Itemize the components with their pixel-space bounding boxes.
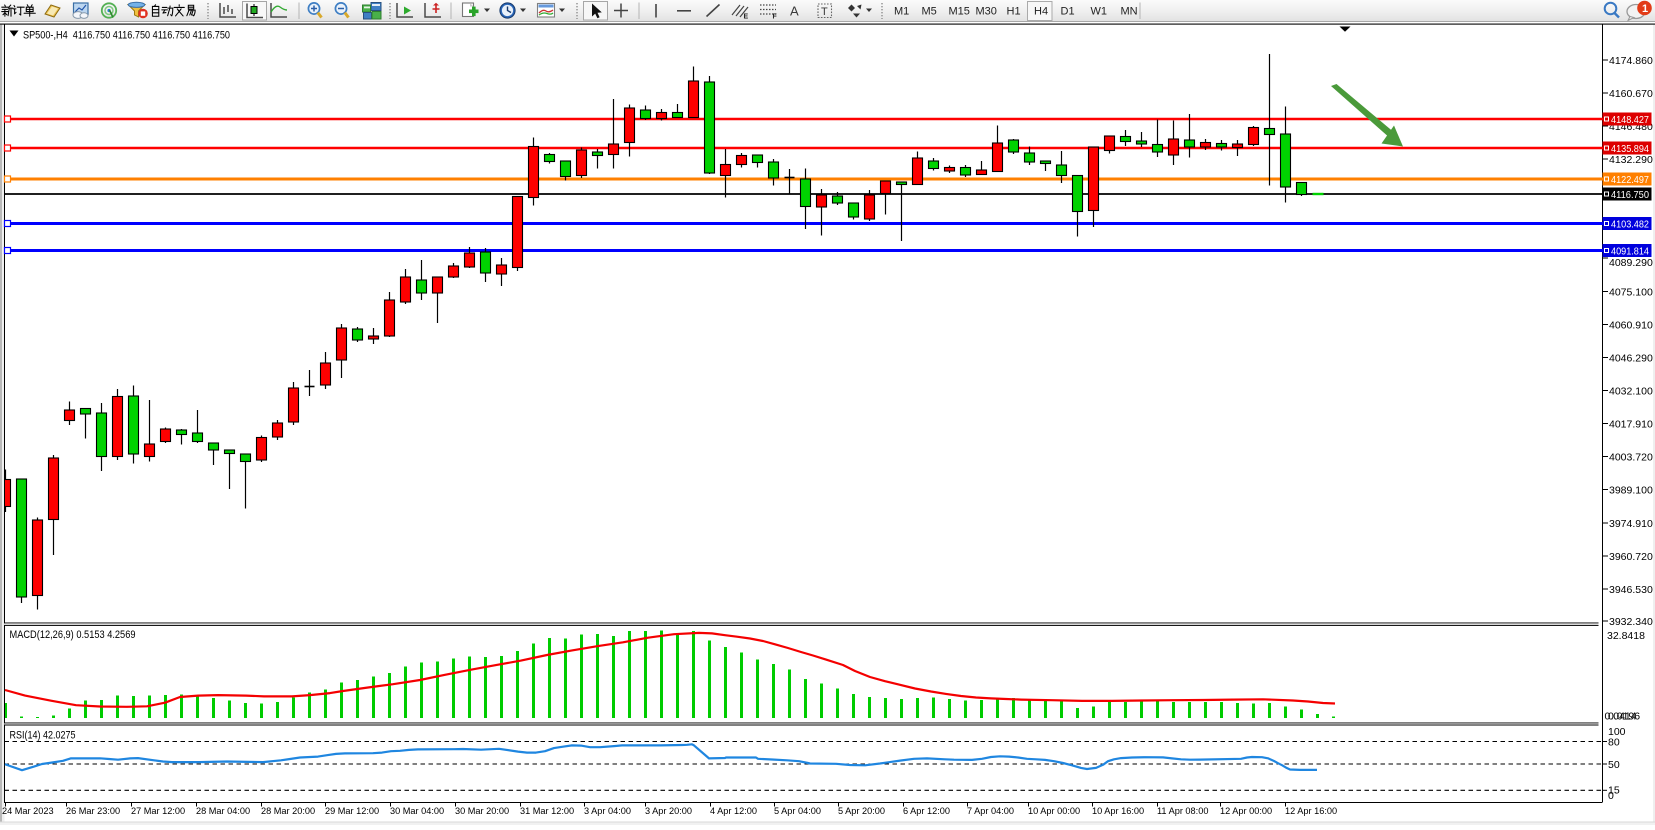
svg-text:3989.100: 3989.100 — [1609, 484, 1653, 496]
svg-text:W1: W1 — [1091, 6, 1108, 18]
svg-text:32.8418: 32.8418 — [1607, 630, 1645, 642]
svg-text:T: T — [821, 6, 828, 18]
svg-text:24 Mar 2023: 24 Mar 2023 — [2, 806, 54, 816]
svg-text:4091.814: 4091.814 — [1611, 246, 1649, 258]
svg-text:27 Mar 12:00: 27 Mar 12:00 — [131, 806, 185, 816]
svg-text:MACD(12,26,9) 0.5153 4.2569: MACD(12,26,9) 0.5153 4.2569 — [10, 629, 136, 641]
svg-text:28 Mar 20:00: 28 Mar 20:00 — [261, 806, 315, 816]
svg-text:F: F — [773, 14, 778, 21]
svg-text:M15: M15 — [949, 6, 970, 18]
svg-text:0: 0 — [1608, 790, 1614, 802]
svg-text:4103.482: 4103.482 — [1611, 219, 1649, 231]
svg-text:26 Mar 23:00: 26 Mar 23:00 — [66, 806, 120, 816]
svg-text:0.0196: 0.0196 — [1608, 711, 1640, 723]
svg-text:SP500-,H4 4116.750 4116.750 4: SP500-,H4 4116.750 4116.750 4116.750 411… — [23, 30, 230, 42]
svg-text:4132.290: 4132.290 — [1609, 154, 1653, 166]
svg-text:5 Apr 04:00: 5 Apr 04:00 — [774, 806, 821, 816]
svg-text:12 Apr 00:00: 12 Apr 00:00 — [1220, 806, 1272, 816]
svg-text:10 Apr 00:00: 10 Apr 00:00 — [1028, 806, 1080, 816]
svg-text:H1: H1 — [1007, 6, 1021, 18]
svg-text:M5: M5 — [922, 6, 937, 18]
svg-text:M1: M1 — [894, 6, 909, 18]
svg-text:29 Mar 12:00: 29 Mar 12:00 — [325, 806, 379, 816]
svg-text:3960.720: 3960.720 — [1609, 551, 1653, 563]
svg-text:4060.910: 4060.910 — [1609, 319, 1653, 331]
svg-text:3974.910: 3974.910 — [1609, 518, 1653, 530]
svg-text:15: 15 — [1608, 785, 1620, 797]
svg-text:5 Apr 20:00: 5 Apr 20:00 — [838, 806, 885, 816]
svg-text:31 Mar 12:00: 31 Mar 12:00 — [520, 806, 574, 816]
svg-text:4148.427: 4148.427 — [1611, 114, 1649, 126]
svg-text:100: 100 — [1608, 726, 1626, 738]
svg-text:4122.497: 4122.497 — [1611, 174, 1649, 186]
svg-text:3946.530: 3946.530 — [1609, 584, 1653, 596]
svg-text:4160.670: 4160.670 — [1609, 88, 1653, 100]
svg-text:4116.750: 4116.750 — [1611, 189, 1649, 201]
svg-text:7 Apr 04:00: 7 Apr 04:00 — [967, 806, 1014, 816]
svg-text:30 Mar 20:00: 30 Mar 20:00 — [455, 806, 509, 816]
svg-text:E: E — [744, 14, 749, 21]
svg-text:10 Apr 16:00: 10 Apr 16:00 — [1092, 806, 1144, 816]
svg-text:1: 1 — [1642, 3, 1648, 15]
svg-text:MN: MN — [1121, 6, 1138, 18]
svg-text:A: A — [790, 4, 799, 19]
svg-text:4075.100: 4075.100 — [1609, 286, 1653, 298]
svg-text:80: 80 — [1608, 737, 1620, 749]
svg-text:0.0414: 0.0414 — [1605, 711, 1637, 723]
svg-text:28 Mar 04:00: 28 Mar 04:00 — [196, 806, 250, 816]
svg-text:4046.290: 4046.290 — [1609, 352, 1653, 364]
svg-text:RSI(14) 42.0275: RSI(14) 42.0275 — [10, 730, 76, 742]
svg-text:3932.340: 3932.340 — [1609, 616, 1653, 628]
svg-text:H4: H4 — [1034, 6, 1048, 18]
svg-text:12 Apr 16:00: 12 Apr 16:00 — [1285, 806, 1337, 816]
svg-text:4032.100: 4032.100 — [1609, 385, 1653, 397]
svg-text:30 Mar 04:00: 30 Mar 04:00 — [390, 806, 444, 816]
svg-text:6 Apr 12:00: 6 Apr 12:00 — [903, 806, 950, 816]
svg-text:4135.894: 4135.894 — [1611, 143, 1649, 155]
svg-text:50: 50 — [1608, 759, 1620, 771]
svg-text:4 Apr 12:00: 4 Apr 12:00 — [710, 806, 757, 816]
svg-text:D1: D1 — [1061, 6, 1075, 18]
svg-text:4017.910: 4017.910 — [1609, 418, 1653, 430]
svg-text:3 Apr 20:00: 3 Apr 20:00 — [645, 806, 692, 816]
svg-text:3 Apr 04:00: 3 Apr 04:00 — [584, 806, 631, 816]
svg-text:11 Apr 08:00: 11 Apr 08:00 — [1157, 806, 1208, 816]
svg-text:M30: M30 — [976, 6, 997, 18]
svg-text:4089.290: 4089.290 — [1609, 257, 1653, 269]
svg-text:4174.860: 4174.860 — [1609, 55, 1653, 67]
svg-text:4003.720: 4003.720 — [1609, 451, 1653, 463]
